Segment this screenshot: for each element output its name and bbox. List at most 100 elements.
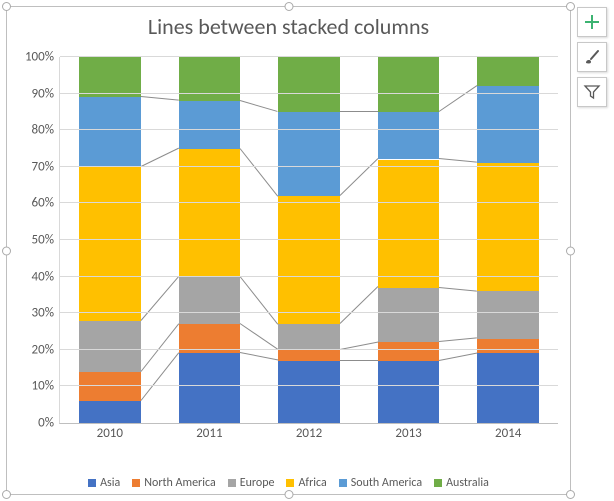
bar-segment[interactable]: [179, 277, 241, 325]
x-axis-label: 2013: [395, 423, 421, 441]
bar-column[interactable]: [79, 57, 141, 423]
series-connector: [140, 323, 179, 372]
series-connector: [240, 148, 279, 197]
bar-segment[interactable]: [378, 57, 440, 112]
gridline: [60, 385, 558, 386]
series-connector: [439, 338, 477, 343]
funnel-icon: [583, 83, 601, 101]
bar-segment[interactable]: [79, 97, 141, 167]
resize-handle[interactable]: [566, 490, 575, 499]
chart-styles-button[interactable]: [577, 42, 607, 72]
legend-item[interactable]: South America: [339, 476, 422, 490]
bar-segment[interactable]: [79, 321, 141, 372]
legend-label: South America: [351, 476, 422, 490]
legend-label: North America: [144, 476, 215, 490]
y-axis-label: 80%: [32, 123, 60, 138]
bar-column[interactable]: [278, 57, 340, 423]
bar-segment[interactable]: [79, 372, 141, 401]
bar-column[interactable]: [378, 57, 440, 423]
legend-swatch: [132, 479, 140, 487]
legend-swatch: [228, 479, 236, 487]
gridline: [60, 166, 558, 167]
x-axis-label: 2011: [196, 423, 222, 441]
resize-handle[interactable]: [566, 2, 575, 11]
bar-segment[interactable]: [79, 167, 141, 321]
series-connector: [240, 100, 278, 112]
resize-handle[interactable]: [566, 246, 575, 255]
bar-segment[interactable]: [378, 160, 440, 288]
y-axis-label: 100%: [25, 50, 60, 65]
bar-segment[interactable]: [378, 288, 440, 343]
bar-column[interactable]: [179, 57, 241, 423]
legend-item[interactable]: Australia: [434, 476, 489, 490]
legend-item[interactable]: Europe: [228, 476, 275, 490]
y-axis-label: 0%: [38, 416, 60, 431]
bar-segment[interactable]: [477, 339, 539, 354]
resize-handle[interactable]: [2, 2, 11, 11]
bar-segment[interactable]: [278, 361, 340, 423]
x-axis-label: 2012: [296, 423, 322, 441]
bar-segment[interactable]: [378, 361, 440, 423]
series-connector: [140, 275, 179, 320]
series-connector: [141, 96, 179, 101]
bar-segment[interactable]: [278, 196, 340, 324]
bar-segment[interactable]: [477, 57, 539, 86]
bar-segment[interactable]: [179, 57, 241, 101]
chart-object[interactable]: Lines between stacked columns 0%10%20%30…: [6, 6, 571, 495]
gridline: [60, 276, 558, 277]
bar-segment[interactable]: [278, 112, 340, 196]
legend-label: Asia: [100, 476, 120, 490]
gridline: [60, 312, 558, 313]
bar-segment[interactable]: [378, 112, 440, 160]
y-axis-label: 30%: [32, 306, 60, 321]
resize-handle[interactable]: [2, 246, 11, 255]
legend-swatch: [286, 479, 294, 487]
chart-title[interactable]: Lines between stacked columns: [7, 7, 570, 40]
series-connector: [240, 323, 278, 350]
resize-handle[interactable]: [2, 490, 11, 499]
series-connector: [340, 286, 379, 324]
chart-filters-button[interactable]: [577, 77, 607, 107]
bar-segment[interactable]: [79, 57, 141, 97]
legend-swatch: [339, 479, 347, 487]
series-connector: [439, 158, 477, 163]
series-connector: [340, 158, 379, 196]
bar-segment[interactable]: [79, 401, 141, 423]
bar-segment[interactable]: [179, 101, 241, 149]
y-axis-label: 40%: [32, 269, 60, 284]
bar-segment[interactable]: [477, 86, 539, 163]
bar-segment[interactable]: [477, 163, 539, 291]
gridline: [60, 56, 558, 57]
legend-label: Africa: [298, 476, 326, 490]
chart-elements-button[interactable]: [577, 7, 607, 37]
plus-icon: [583, 13, 601, 31]
legend-item[interactable]: Africa: [286, 476, 326, 490]
legend-swatch: [88, 479, 96, 487]
series-connector: [140, 147, 178, 166]
bar-segment[interactable]: [278, 350, 340, 361]
stage: Lines between stacked columns 0%10%20%30…: [0, 0, 614, 501]
bar-segment[interactable]: [477, 291, 539, 339]
y-axis-label: 70%: [32, 159, 60, 174]
legend-item[interactable]: Asia: [88, 476, 120, 490]
bar-segment[interactable]: [278, 57, 340, 112]
legend-item[interactable]: North America: [132, 476, 215, 490]
bar-segment[interactable]: [477, 353, 539, 423]
legend-swatch: [434, 479, 442, 487]
gridline: [60, 202, 558, 203]
y-axis-label: 60%: [32, 196, 60, 211]
brush-icon: [583, 48, 601, 66]
resize-handle[interactable]: [284, 2, 293, 11]
y-axis-label: 50%: [32, 233, 60, 248]
bar-segment[interactable]: [179, 149, 241, 277]
y-axis-label: 20%: [32, 342, 60, 357]
gridline: [60, 93, 558, 94]
resize-handle[interactable]: [284, 490, 293, 499]
bar-segment[interactable]: [179, 353, 241, 423]
series-connector: [439, 287, 477, 292]
legend-label: Australia: [446, 476, 489, 490]
bar-column[interactable]: [477, 57, 539, 423]
bar-segment[interactable]: [278, 324, 340, 350]
bar-segment[interactable]: [378, 342, 440, 360]
legend[interactable]: Asia North America Europe Africa South Ameri…: [7, 476, 570, 490]
